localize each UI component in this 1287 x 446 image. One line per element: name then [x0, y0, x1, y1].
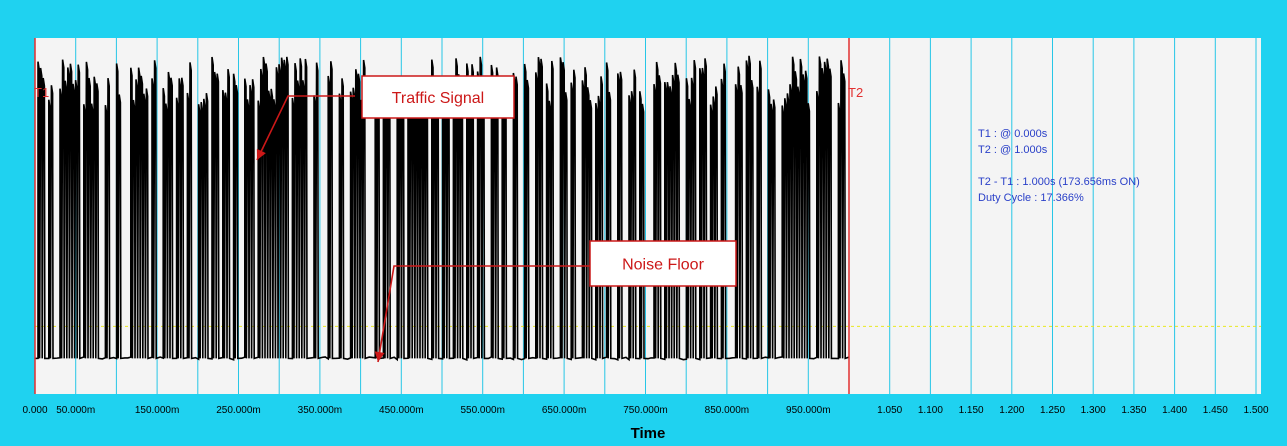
readout-line: T2 : @ 1.000s — [978, 144, 1048, 156]
x-tick-label: 550.000m — [460, 405, 504, 416]
x-tick-label: 1.200 — [999, 405, 1024, 416]
cursor-label-t2: T2 — [848, 85, 863, 100]
x-tick-labels: 0.000 50.000m 150.000m 250.000m 350.000m 450.… — [22, 405, 1268, 416]
x-tick-label: 150.000m — [135, 405, 179, 416]
x-tick-label: 50.000m — [56, 405, 95, 416]
x-tick-label: 1.450 — [1203, 405, 1228, 416]
x-tick-label: 1.050 — [877, 405, 902, 416]
cursor-readout: T1 : @ 0.000s T2 : @ 1.000s T2 - T1 : 1.00… — [978, 128, 1140, 204]
x-tick-label: 450.000m — [379, 405, 423, 416]
callout-label: Noise Floor — [622, 257, 704, 274]
x-tick-label: 250.000m — [216, 405, 260, 416]
plot-area — [35, 38, 1261, 394]
x-tick-label: 650.000m — [542, 405, 586, 416]
x-tick-label: 1.150 — [959, 405, 984, 416]
callout-arrowhead — [374, 351, 385, 362]
x-tick-label: 350.000m — [298, 405, 342, 416]
x-tick-label: 850.000m — [705, 405, 749, 416]
callout-box — [589, 240, 737, 287]
x-tick-label: 950.000m — [786, 405, 830, 416]
callout-arrow — [256, 95, 355, 161]
callout-box — [361, 75, 515, 119]
x-axis-label: Time — [631, 425, 666, 442]
x-tick-label: 1.100 — [918, 405, 943, 416]
cursor-markers: T1 T2 — [34, 38, 863, 394]
callout-label: Traffic Signal — [392, 90, 484, 107]
x-tick-label: 1.400 — [1162, 405, 1187, 416]
readout-line: T2 - T1 : 1.000s (173.656ms ON) — [978, 176, 1140, 188]
callout-arrowhead — [256, 148, 266, 160]
x-tick-label: 1.350 — [1121, 405, 1146, 416]
x-tick-label: 0.000 — [22, 405, 47, 416]
x-tick-label: 750.000m — [623, 405, 667, 416]
x-tick-label: 1.300 — [1081, 405, 1106, 416]
cursor-label-t1: T1 — [34, 85, 49, 100]
x-tick-label: 1.500 — [1243, 405, 1268, 416]
callout-arrow — [377, 265, 590, 363]
x-tick-label: 1.250 — [1040, 405, 1065, 416]
readout-line: T1 : @ 0.000s — [978, 128, 1048, 140]
annotations: Traffic Signal Noise Floor — [256, 75, 737, 363]
readout-line: Duty Cycle : 17.366% — [978, 192, 1084, 204]
